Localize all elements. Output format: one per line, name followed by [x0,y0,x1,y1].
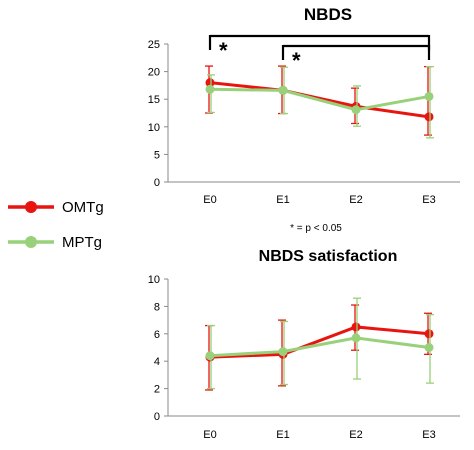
series-line [209,81,430,119]
significance-bracket: * [208,34,431,63]
y-tick-label: 10 [148,122,160,134]
y-tick-label: 0 [154,177,160,189]
data-point [351,333,361,343]
legend-marker [25,236,37,248]
data-point [424,91,434,101]
y-tick-label: 4 [154,356,160,368]
x-tick-label: E3 [422,429,435,441]
x-tick-label: E0 [203,429,216,441]
legend-item-mptg: MPTg [8,234,102,251]
data-point [278,347,288,357]
y-tick-label: 20 [148,67,160,79]
legend-marker [25,201,37,213]
series-mptg [205,65,434,139]
y-tick-label: 6 [154,329,160,341]
series-mptg [205,297,434,390]
significance-star: * [219,38,228,63]
x-tick-label: E1 [276,194,289,206]
data-point [278,85,288,95]
y-tick-label: 8 [154,301,160,313]
chart-title: NBDS satisfaction [259,248,398,265]
y-tick-label: 0 [154,411,160,423]
significance-note: * = p < 0.05 [290,223,342,234]
x-tick-label: E3 [422,194,435,206]
data-point [424,112,434,122]
legend-item-omtg: OMTg [8,199,104,216]
significance-bracket: * [281,44,431,73]
x-tick-label: E1 [276,429,289,441]
series-line [209,87,430,112]
y-tick-label: 2 [154,384,160,396]
series-line [209,336,430,358]
data-point [205,351,215,361]
legend: OMTg MPTg [8,199,104,251]
y-tick-label: 15 [148,94,160,106]
series-line [209,325,430,359]
series-omtg [205,304,434,391]
data-point [424,343,434,352]
data-point [424,329,434,339]
x-tick-label: E2 [349,194,362,206]
y-tick-label: 10 [148,274,160,286]
data-point [351,322,361,332]
y-tick-label: 25 [148,39,160,51]
x-tick-label: E0 [203,194,216,206]
chart-title: NBDS [304,5,352,24]
legend-label: MPTg [62,234,102,251]
data-point [205,78,215,88]
data-point [205,84,215,94]
x-tick-label: E2 [349,429,362,441]
legend-label: OMTg [62,199,104,216]
y-tick-label: 5 [154,149,160,161]
chart-nbds-satisfaction: NBDS satisfaction 0 2 4 6 8 10 E0 E1 E2 E3 [148,248,460,441]
significance-star: * [292,48,301,73]
data-point [351,105,361,115]
chart-nbds: NBDS 0 5 10 15 20 25 E0 E1 E2 E3 * * * = p < 0.05 [148,5,460,234]
